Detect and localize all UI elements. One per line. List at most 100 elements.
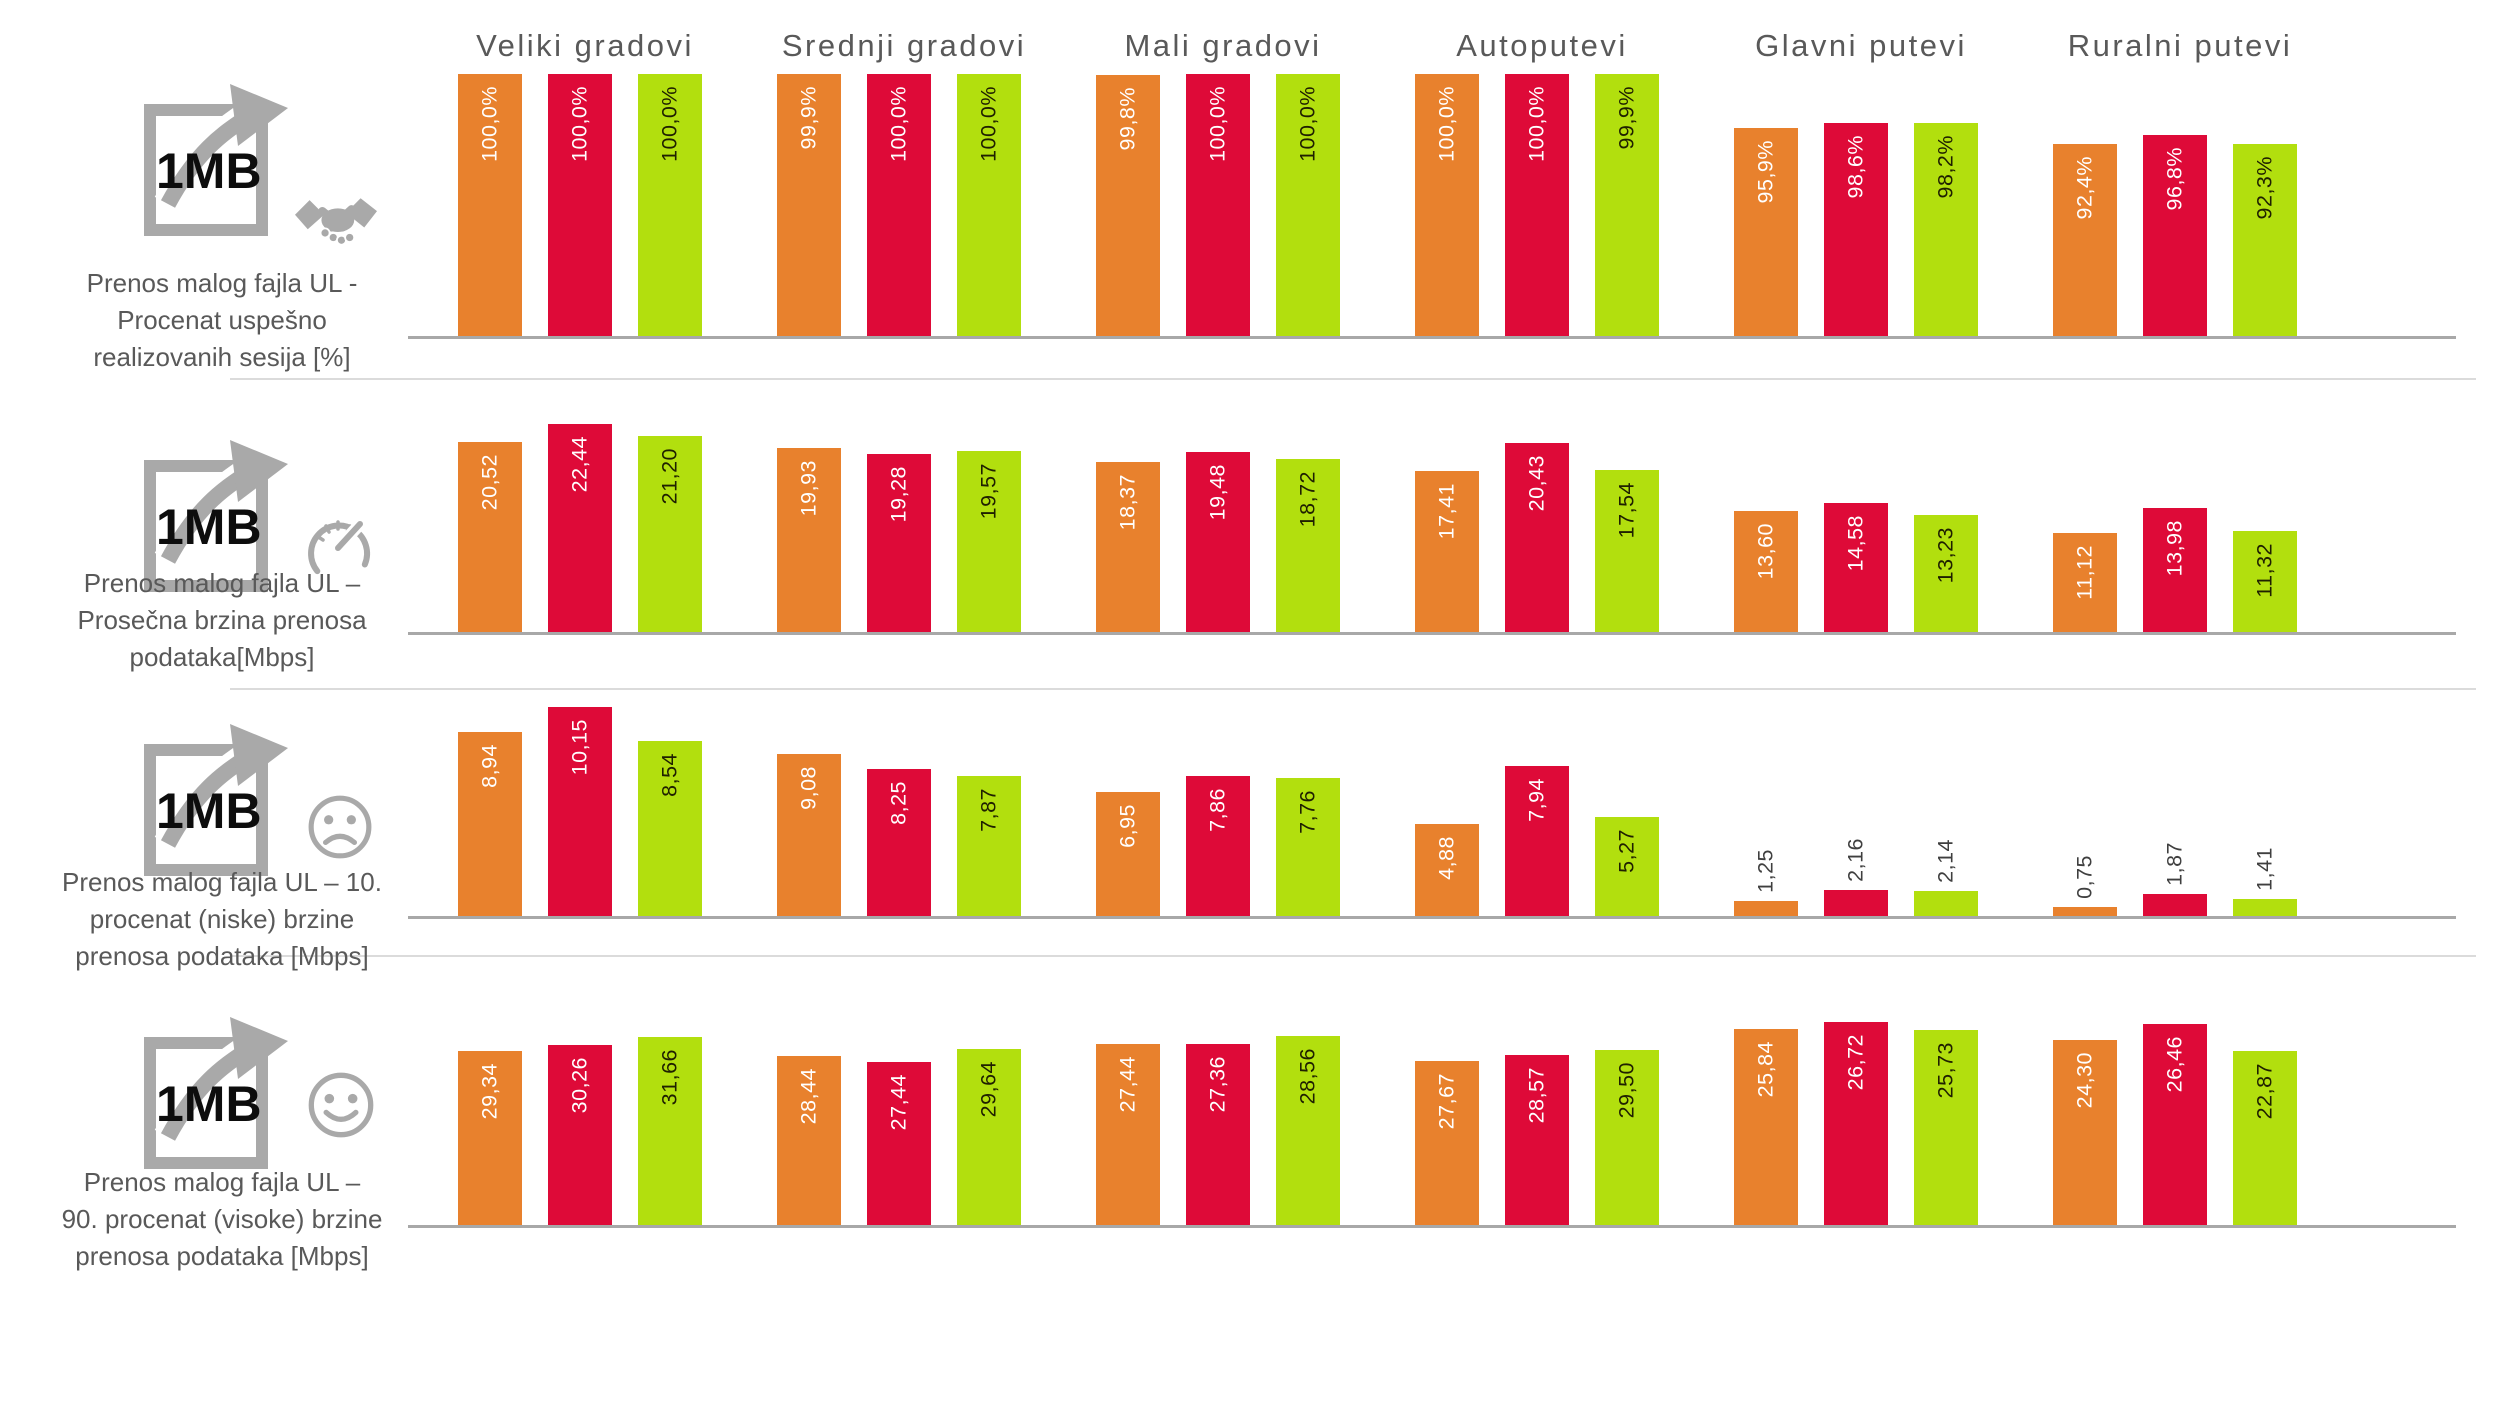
bar-group-Ruralni putevi: 13,98 [2143, 410, 2207, 632]
bar-green [638, 74, 702, 336]
bar-red [548, 1045, 612, 1225]
bar-value-label: 25,73 [1933, 1042, 1958, 1099]
bar-orange [458, 74, 522, 336]
bar-green [1914, 123, 1978, 336]
bar-orange [1415, 74, 1479, 336]
bar-orange [1734, 511, 1798, 632]
bar-green [2233, 899, 2297, 916]
bar-value-label: 98,2% [1933, 135, 1958, 199]
bar-green [1276, 1036, 1340, 1225]
bar-orange [1096, 1044, 1160, 1225]
bar-value-label: 18,37 [1115, 474, 1140, 531]
bar-value-label: 100,0% [657, 86, 682, 162]
bar-green [1595, 817, 1659, 916]
bar-group-Ruralni putevi: 22,87 [2233, 1020, 2297, 1225]
bar-green [2233, 531, 2297, 632]
bar-orange [1415, 1061, 1479, 1225]
bar-group-Ruralni putevi: 24,30 [2053, 1020, 2117, 1225]
bar-group-Mali gradovi: 100,0% [1276, 74, 1340, 336]
bar-orange [2053, 533, 2117, 632]
file-1mb-upload-icon: 1MB [144, 724, 288, 876]
metric-label-line: Prosečna brzina prenosa [77, 605, 367, 635]
bar-group-Autoputevi: 28,57 [1505, 1020, 1569, 1225]
bar-value-label: 100,0% [1205, 86, 1230, 162]
bar-group-Veliki gradovi: 29,34 [458, 1020, 522, 1225]
bar-red [1186, 1044, 1250, 1225]
bar-value-label: 19,28 [886, 466, 911, 523]
bar-value-label: 8,25 [886, 781, 911, 825]
svg-text:1MB: 1MB [156, 1076, 262, 1132]
metric-label-line: 90. procenat (visoke) brzine [61, 1204, 383, 1234]
bar-value-label: 22,44 [567, 436, 592, 493]
bar-red [1824, 123, 1888, 336]
bar-green [1595, 74, 1659, 336]
bar-value-label: 29,64 [976, 1061, 1001, 1118]
row-separator [230, 955, 2476, 957]
bar-group-Ruralni putevi: 1,41 [2233, 690, 2297, 916]
bar-value-label: 100,0% [477, 86, 502, 162]
bar-orange [1734, 1029, 1798, 1225]
bar-value-label: 96,8% [2162, 147, 2187, 211]
bar-group-Veliki gradovi: 100,0% [548, 74, 612, 336]
axis-baseline [408, 916, 2456, 919]
column-header-mali-gradovi: Mali gradovi [1124, 28, 1322, 63]
bar-green [1276, 459, 1340, 632]
bar-group-Ruralni putevi: 11,12 [2053, 410, 2117, 632]
axis-baseline [408, 632, 2456, 635]
bar-value-label: 9,08 [796, 766, 821, 810]
bar-group-Srednji gradovi: 29,64 [957, 1020, 1021, 1225]
bar-group-Glavni putevi: 25,73 [1914, 1020, 1978, 1225]
bar-group-Srednji gradovi: 19,28 [867, 410, 931, 632]
bar-group-Veliki gradovi: 21,20 [638, 410, 702, 632]
bar-value-label: 28,57 [1524, 1067, 1549, 1124]
bar-red [548, 424, 612, 632]
bar-group-Autoputevi: 99,9% [1595, 74, 1659, 336]
bar-value-label: 2,14 [1933, 839, 1958, 883]
bar-value-label: 1,87 [2162, 842, 2187, 886]
bar-group-Ruralni putevi: 26,46 [2143, 1020, 2207, 1225]
bar-group-Ruralni putevi: 0,75 [2053, 690, 2117, 916]
bar-red [867, 769, 931, 916]
bar-value-label: 14,58 [1843, 515, 1868, 572]
bar-value-label: 1,41 [2252, 847, 2277, 891]
bar-value-label: 8,94 [477, 744, 502, 788]
bar-group-Srednji gradovi: 100,0% [867, 74, 931, 336]
metric-label-line: Prenos malog fajla UL – [83, 1167, 361, 1197]
bar-value-label: 99,9% [796, 86, 821, 150]
bar-group-Glavni putevi: 98,6% [1824, 74, 1888, 336]
bar-value-label: 27,44 [1115, 1056, 1140, 1113]
bar-orange [2053, 1040, 2117, 1225]
bar-group-Mali gradovi: 100,0% [1186, 74, 1250, 336]
bar-green [1595, 1050, 1659, 1225]
bar-group-Mali gradovi: 28,56 [1276, 1020, 1340, 1225]
bar-group-Ruralni putevi: 11,32 [2233, 410, 2297, 632]
axis-baseline [408, 336, 2456, 339]
metric-label-line: Prenos malog fajla UL – 10. [62, 867, 382, 897]
metric-label-line: podataka[Mbps] [129, 642, 315, 672]
bar-value-label: 26,46 [2162, 1036, 2187, 1093]
bar-group-Ruralni putevi: 92,4% [2053, 74, 2117, 336]
bar-red [867, 1062, 931, 1225]
bar-group-Srednji gradovi: 19,57 [957, 410, 1021, 632]
bar-red [548, 74, 612, 336]
bar-orange [777, 754, 841, 916]
bar-value-label: 8,54 [657, 753, 682, 797]
bar-group-Autoputevi: 29,50 [1595, 1020, 1659, 1225]
bar-green [638, 1037, 702, 1225]
bar-orange [2053, 144, 2117, 336]
bar-value-label: 13,98 [2162, 520, 2187, 577]
bar-orange [1096, 792, 1160, 916]
bar-orange [777, 448, 841, 632]
bar-value-label: 28,56 [1295, 1048, 1320, 1105]
bar-group-Autoputevi: 17,54 [1595, 410, 1659, 632]
bar-group-Mali gradovi: 18,37 [1096, 410, 1160, 632]
bar-group-Mali gradovi: 19,48 [1186, 410, 1250, 632]
bar-value-label: 27,44 [886, 1074, 911, 1131]
bar-value-label: 22,87 [2252, 1063, 2277, 1120]
bar-red [1824, 1022, 1888, 1225]
bar-green [1914, 1030, 1978, 1225]
bar-value-label: 7,87 [976, 788, 1001, 832]
bar-group-Mali gradovi: 7,86 [1186, 690, 1250, 916]
bar-group-Mali gradovi: 18,72 [1276, 410, 1340, 632]
